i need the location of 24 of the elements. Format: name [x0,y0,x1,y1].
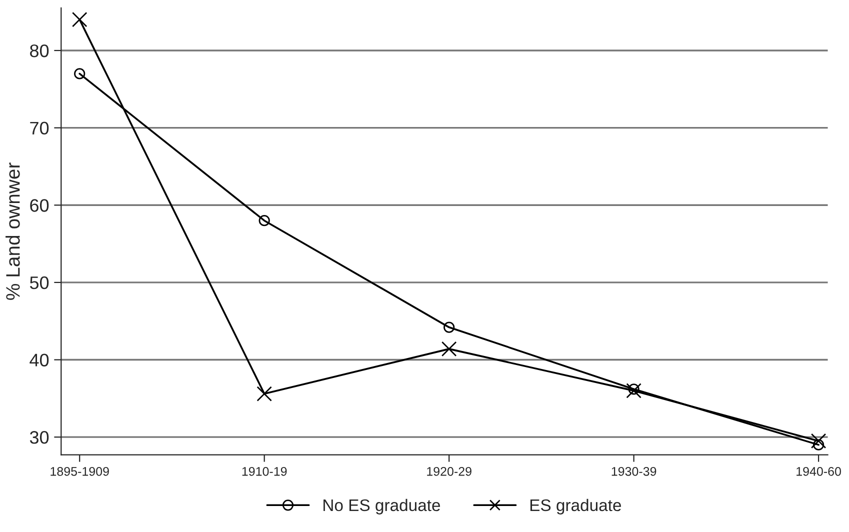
x-tick-label: 1940-60 [796,466,841,476]
point [810,433,826,449]
x-tick-label: 1930-39 [612,466,656,476]
point [256,386,272,402]
y-tick-label: 30 [30,431,49,444]
point [812,439,824,450]
x-tick-label: 1895-1909 [50,466,109,476]
point [72,12,88,28]
legend-label: No ES graduate [324,498,440,514]
legend-label: ES graduate [530,498,622,514]
y-tick-label: 40 [30,354,49,366]
point [74,68,86,80]
point [626,383,642,398]
y-axis-title: % Land ownwer [6,162,20,300]
y-tick-label: 80 [30,44,49,58]
point [444,322,455,333]
y-tick-label: 60 [30,199,49,212]
y-tick-label: 70 [30,122,49,135]
y-tick-label: 50 [30,276,49,290]
point [628,384,640,395]
point [441,341,457,357]
x-tick-label: 1910-19 [242,466,287,476]
x-tick-label: 1920-29 [427,466,472,476]
point [258,215,270,226]
